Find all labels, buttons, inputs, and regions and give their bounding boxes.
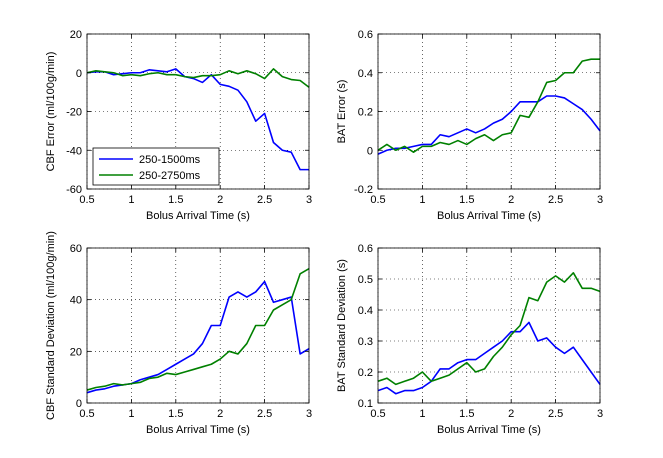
x-axis-label: Bolus Arrival Time (s) [146,210,250,222]
x-axis-label: Bolus Arrival Time (s) [437,210,541,222]
y-axis-label: BAT Standard Deviation (s) [336,259,348,392]
legend-label-2: 250-2750ms [139,170,201,182]
x-tick-label: 0.5 [79,408,94,420]
y-tick-label: 0 [76,68,82,80]
series-line-2 [377,58,600,153]
x-tick-label: 2 [508,408,514,420]
y-tick-label: 60 [70,243,82,255]
x-tick-label: 2.5 [548,194,563,206]
y-tick-label: -0.2 [354,184,373,196]
legend-label-1: 250-1500ms [139,154,201,166]
x-tick-label: 2.5 [257,408,272,420]
legend: 250-1500ms 250-2750ms [92,147,220,186]
x-tick-label: 1.5 [459,194,474,206]
x-tick-label: 2 [217,408,223,420]
y-axis-label: BAT Error (s) [336,80,348,144]
x-tick-label: 1.5 [168,194,183,206]
axes-box [377,247,601,404]
series-line-1 [377,95,601,155]
x-tick-label: 2 [508,194,514,206]
x-tick-label: 0.5 [370,408,385,420]
x-tick-label: 1 [419,408,425,420]
series-line-1 [86,68,309,171]
series-line-2 [377,271,601,386]
legend-box [92,147,220,186]
axes-box [86,247,310,404]
x-tick-label: 3 [597,194,603,206]
series-line-2 [86,267,310,391]
y-tick-label: 0 [367,145,373,157]
subplot-3: 0.5 1 1.5 2 2.5 3 0 20 40 60 Bolus Arrival Time (s… [45,231,312,436]
x-tick-label: 3 [306,194,312,206]
y-tick-label: 0 [76,398,82,410]
y-tick-label: 20 [70,29,82,41]
y-tick-label: -20 [66,107,82,119]
x-tick-label: 1 [128,194,134,206]
subplot-4: 0.5 1 1.5 2 2.5 3 0.1 0.2 0.3 0.4 0.5 0.6 Bolus Arri… [336,243,603,436]
axes-background [87,248,309,403]
x-tick-label: 2.5 [257,194,272,206]
subplot-1: 0.5 1 1.5 2 2.5 3 -60 -40 -20 0 20 Bolus Arrival Ti… [45,29,312,222]
y-tick-label: 0.3 [358,336,373,348]
y-tick-label: -60 [66,184,82,196]
y-tick-label: 0.2 [358,107,373,119]
y-tick-label: -40 [66,145,82,157]
x-tick-label: 3 [306,408,312,420]
x-axis-label: Bolus Arrival Time (s) [146,424,250,436]
x-tick-label: 0.5 [370,194,385,206]
series-line-1 [377,321,601,395]
y-tick-label: 0.5 [358,274,373,286]
y-tick-label: 40 [70,295,82,307]
x-tick-label: 1.5 [168,408,183,420]
y-tick-label: 0.4 [358,305,373,317]
x-tick-label: 1 [419,194,425,206]
series-line-2 [86,68,310,88]
y-tick-label: 0.6 [358,29,373,41]
y-tick-label: 0.1 [358,398,373,410]
x-tick-label: 1.5 [459,408,474,420]
subplot-2: 0.5 1 1.5 2 2.5 3 -0.2 0 0.2 0.4 0.6 Bolus Arrival … [336,29,603,222]
y-tick-label: 0.6 [358,243,373,255]
x-axis-label: Bolus Arrival Time (s) [437,424,541,436]
x-tick-label: 3 [597,408,603,420]
y-tick-label: 0.4 [358,68,373,80]
x-tick-label: 0.5 [79,194,94,206]
y-axis-label: CBF Error (ml/100g/min) [45,52,57,172]
x-tick-label: 1 [128,408,134,420]
y-axis-label: CBF Standard Deviation (ml/100g/min) [45,231,57,420]
x-tick-label: 2 [217,194,223,206]
y-tick-label: 20 [70,346,82,358]
y-tick-label: 0.2 [358,367,373,379]
x-tick-label: 2.5 [548,408,563,420]
